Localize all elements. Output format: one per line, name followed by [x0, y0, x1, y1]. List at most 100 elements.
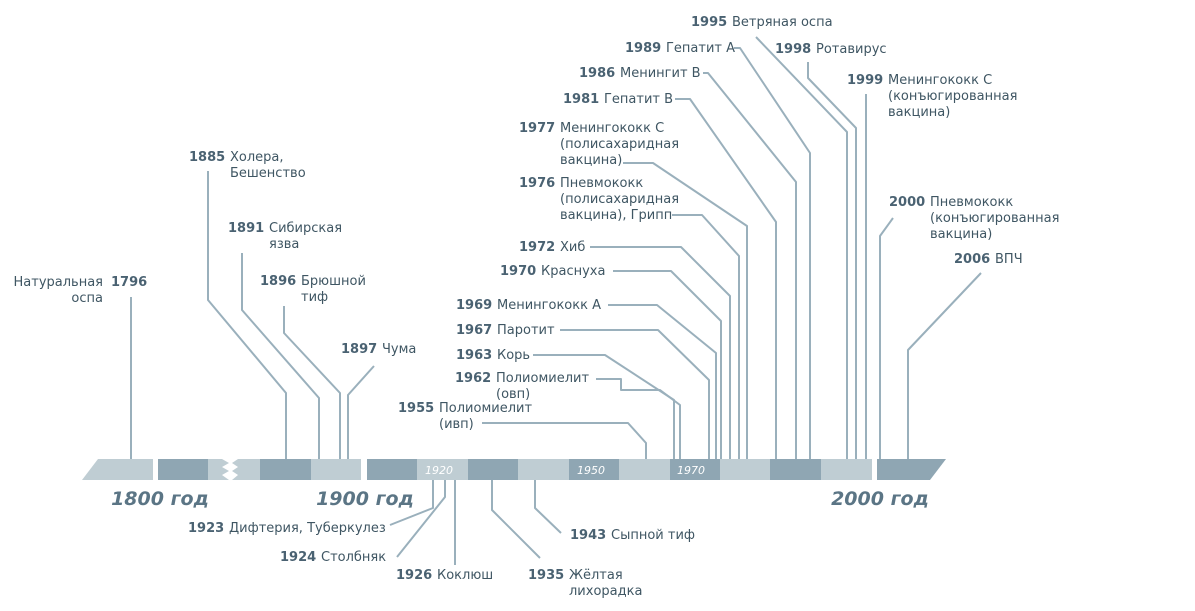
event-1926: 1926 Коклюш [396, 568, 493, 583]
event-label-line: Дифтерия, Туберкулез [229, 521, 386, 536]
event-label-line: Бешенство [230, 166, 306, 181]
event-label-line: оспа [71, 291, 103, 306]
era-label-2: 1900 год [316, 488, 414, 510]
leader-2006 [907, 272, 982, 459]
event-year: 1989 [625, 41, 661, 56]
event-year: 1962 [455, 371, 491, 386]
event-label-line: язва [269, 237, 299, 252]
leader-1897 [347, 365, 375, 459]
event-year: 1969 [456, 298, 492, 313]
event-label-line: Гепатит А [666, 41, 735, 56]
event-label-line: Холера, [230, 150, 284, 165]
leader-1970 [613, 270, 722, 459]
timeline-segment-5 [260, 459, 311, 480]
leader-1989 [734, 47, 811, 459]
event-label-line: Хиб [560, 240, 585, 255]
leader-1885 [207, 171, 287, 459]
event-label-line: Менингококк С [560, 121, 664, 136]
event-year: 1995 [691, 15, 727, 30]
event-year: 1935 [528, 568, 564, 583]
event-1897: 1897 Чума [341, 342, 416, 357]
timeline-segment-3 [208, 459, 222, 480]
event-2006: 2006 ВПЧ [954, 252, 1023, 267]
event-1986: 1986 Менингит В [579, 66, 701, 81]
event-1969: 1969 Менингококк А [456, 298, 601, 313]
timeline-end-taper [930, 459, 946, 480]
event-year: 1970 [500, 264, 536, 279]
leader-2000 [879, 217, 894, 459]
event-year: 1891 [228, 221, 264, 236]
event-label-line: Чума [382, 342, 416, 357]
event-year: 1986 [579, 66, 615, 81]
leader-1977 [623, 162, 748, 459]
decade-tick-1920: 1920 [425, 464, 453, 477]
event-year: 1924 [280, 550, 316, 565]
timeline-bar: 1920 1950 1970 [82, 459, 946, 480]
event-year: 1976 [519, 176, 555, 191]
event-1943: 1943 Сыпной тиф [570, 528, 695, 543]
era-labels: 1800 год 1900 год 2000 год [111, 488, 929, 510]
leader-1962 [596, 378, 681, 459]
timeline-break-right [232, 459, 238, 480]
event-label-line: Коклюш [437, 568, 493, 583]
event-year: 1796 [111, 275, 147, 290]
event-label-line: вакцина) [560, 153, 622, 168]
event-year: 1981 [563, 92, 599, 107]
timeline-segment-4 [238, 459, 260, 480]
timeline-segment-9 [468, 459, 518, 480]
leader-1924 [396, 480, 446, 558]
event-year: 1955 [398, 401, 434, 416]
event-year: 1885 [189, 150, 225, 165]
leader-1955 [482, 422, 647, 459]
timeline-segment-17 [877, 459, 930, 480]
timeline-segment-16 [821, 459, 872, 480]
event-label-line: (ивп) [439, 417, 474, 432]
leader-1923 [389, 480, 434, 526]
era-label-1: 1800 год [111, 488, 209, 510]
timeline-segment-14 [720, 459, 770, 480]
event-1995: 1995 Ветряная оспа [691, 15, 833, 30]
timeline-segment-1 [98, 459, 153, 480]
event-label-line: (полисахаридная [560, 137, 679, 152]
timeline-segment-12 [619, 459, 670, 480]
leader-1976 [672, 214, 740, 459]
timeline-segment-11 [569, 459, 619, 480]
event-1963: 1963 Корь [456, 348, 530, 363]
timeline-segment-6 [311, 459, 361, 480]
event-year: 2000 [889, 195, 925, 210]
event-year: 1926 [396, 568, 432, 583]
timeline-start-taper [82, 459, 98, 480]
event-label-line: Полиомиелит [439, 401, 532, 416]
event-year: 1943 [570, 528, 606, 543]
decade-tick-1950: 1950 [577, 464, 605, 477]
timeline-segment-13 [670, 459, 720, 480]
event-year: 2006 [954, 252, 990, 267]
event-year: 1998 [775, 42, 811, 57]
event-label-line: Гепатит В [604, 92, 673, 107]
event-label-line: (овп) [496, 387, 530, 402]
event-1885: 1885 Холера,Бешенство [189, 150, 306, 181]
event-label-line: тиф [301, 290, 328, 305]
event-1923: 1923 Дифтерия, Туберкулез [188, 521, 386, 536]
leader-lines [130, 36, 982, 565]
event-label-line: Ветряная оспа [732, 15, 833, 30]
event-label-line: вакцина) [930, 227, 992, 242]
event-label-line: Пневмококк [930, 195, 1013, 210]
event-label-line: (полисахаридная [560, 192, 679, 207]
timeline-segment-8 [417, 459, 468, 480]
leader-1896 [283, 306, 341, 459]
leader-1972 [590, 246, 731, 459]
leader-1969 [608, 304, 717, 459]
timeline-segment-2 [158, 459, 208, 480]
decade-tick-1970: 1970 [677, 464, 705, 477]
leader-1998 [807, 62, 857, 459]
event-year: 1999 [847, 73, 883, 88]
